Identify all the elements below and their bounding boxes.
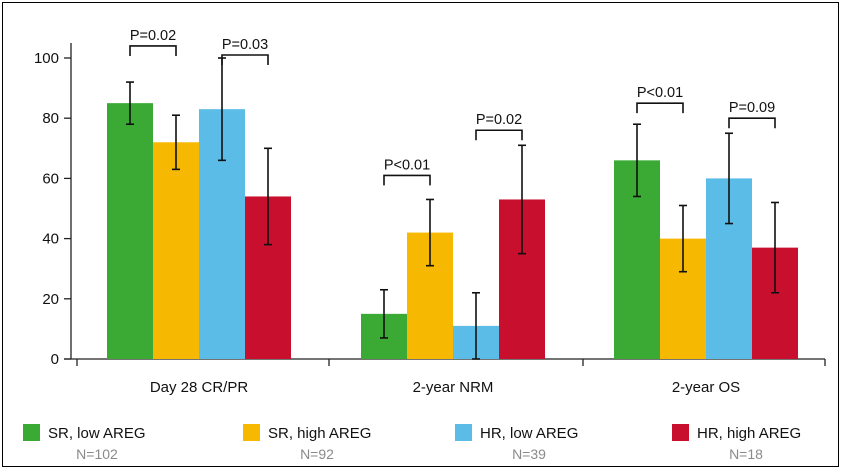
bars <box>107 103 798 360</box>
p-value-label: P<0.01 <box>637 85 683 101</box>
significance-bracket <box>728 117 776 129</box>
y-tick-label: 20 <box>42 291 59 308</box>
legend-swatch <box>243 424 260 441</box>
category-label: 2-year NRM <box>413 379 494 396</box>
axes: 0 20 40 60 80 100 Day 28 CR/PR 2-year NRM 2-year… <box>34 43 826 396</box>
legend-label: HR, high AREG <box>697 425 801 442</box>
legend-label: SR, high AREG <box>268 425 371 442</box>
y-tick-label: 0 <box>51 351 59 368</box>
significance-bracket <box>383 174 431 186</box>
significance-bracket <box>221 54 269 65</box>
category-label: 2-year OS <box>672 379 740 396</box>
significance-bracket <box>129 45 177 56</box>
category-label: Day 28 CR/PR <box>150 379 249 396</box>
p-value-label: P=0.03 <box>222 37 268 53</box>
legend-swatch <box>455 424 472 441</box>
y-tick-label: 80 <box>42 110 59 127</box>
significance-annotations: P=0.02 P=0.03 P<0.01 P=0.02 P<0.01 P=0.09 <box>129 28 776 186</box>
error-bars <box>126 57 779 360</box>
legend-n-label: N=18 <box>729 446 763 462</box>
legend: SR, low AREG N=102 SR, high AREG N=92 HR, lo… <box>23 424 801 462</box>
legend-label: HR, low AREG <box>480 425 578 442</box>
legend-n-label: N=92 <box>300 446 334 462</box>
significance-bracket <box>475 129 523 141</box>
p-value-label: P=0.02 <box>476 112 522 128</box>
p-value-label: P=0.09 <box>729 100 775 116</box>
chart-frame: 0 20 40 60 80 100 Day 28 CR/PR 2-year NRM 2-year… <box>2 2 839 467</box>
significance-bracket <box>636 102 684 114</box>
legend-swatch <box>23 424 40 441</box>
bar-chart: 0 20 40 60 80 100 Day 28 CR/PR 2-year NRM 2-year… <box>23 28 826 462</box>
bar <box>153 142 199 359</box>
bar <box>107 103 153 360</box>
legend-n-label: N=39 <box>512 446 546 462</box>
legend-swatch <box>672 424 689 441</box>
p-value-label: P<0.01 <box>384 157 430 173</box>
y-tick-label: 60 <box>42 170 59 187</box>
y-tick-label: 40 <box>42 231 59 248</box>
y-tick-label: 100 <box>34 50 59 67</box>
p-value-label: P=0.02 <box>130 28 176 44</box>
legend-label: SR, low AREG <box>48 425 146 442</box>
legend-n-label: N=102 <box>76 446 118 462</box>
